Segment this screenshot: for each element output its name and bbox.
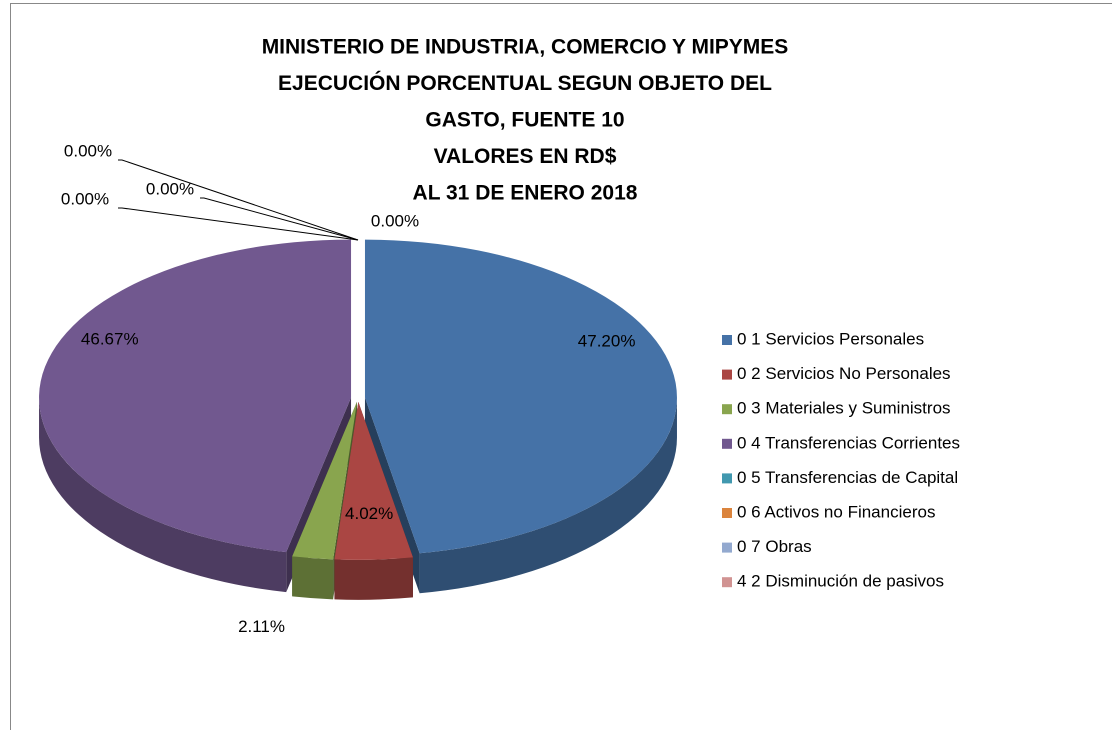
data-label: 46.67%	[81, 329, 139, 348]
legend-label: 0 3 Materiales y Suministros	[737, 399, 951, 418]
slice-side	[39, 397, 287, 593]
chart-title: GASTO, FUENTE 10	[425, 109, 624, 132]
legend-swatch	[722, 508, 732, 518]
slice-side	[334, 557, 413, 600]
chart-title: MINISTERIO DE INDUSTRIA, COMERCIO Y MIPY…	[262, 36, 789, 59]
legend-swatch	[722, 438, 732, 449]
leader-line	[200, 197, 359, 241]
slice	[292, 401, 358, 560]
legend-swatch	[722, 542, 732, 553]
data-label: 0.00%	[64, 141, 112, 160]
pie-tops	[39, 239, 677, 560]
leader-line	[118, 159, 359, 241]
legend-label: 0 6 Activos no Financieros	[737, 502, 935, 521]
legend-label: 0 1 Servicios Personales	[737, 329, 924, 348]
data-label: 0.00%	[146, 179, 194, 198]
slice-side	[292, 556, 334, 600]
legend-swatch	[722, 369, 732, 380]
legend-label: 0 7 Obras	[737, 537, 812, 556]
data-label: 47.20%	[578, 331, 636, 350]
slice	[364, 239, 677, 554]
chart-title: VALORES EN RD$	[434, 145, 617, 168]
legend-swatch	[722, 404, 732, 415]
legend-label: 4 2 Disminución de pasivos	[737, 572, 944, 591]
chart-title: EJECUCIÓN PORCENTUAL SEGUN OBJETO DEL	[278, 71, 772, 95]
legend-swatch	[722, 473, 732, 484]
legend-swatch	[722, 577, 732, 588]
legend-swatch	[722, 335, 732, 345]
slice	[334, 401, 413, 560]
data-label: 4.02%	[345, 504, 393, 523]
legend-label: 0 2 Servicios No Personales	[737, 364, 951, 383]
data-label: 2.11%	[238, 617, 285, 636]
data-label: 0.00%	[371, 211, 419, 230]
slice	[39, 239, 352, 553]
legend-label: 0 5 Transferencias de Capital	[737, 468, 958, 487]
slice-side	[419, 397, 677, 594]
legend-label: 0 4 Transferencias Corrientes	[737, 433, 960, 452]
data-label: 0.00%	[61, 189, 109, 208]
chart-title: AL 31 DE ENERO 2018	[413, 182, 638, 205]
leader-line	[118, 207, 359, 241]
